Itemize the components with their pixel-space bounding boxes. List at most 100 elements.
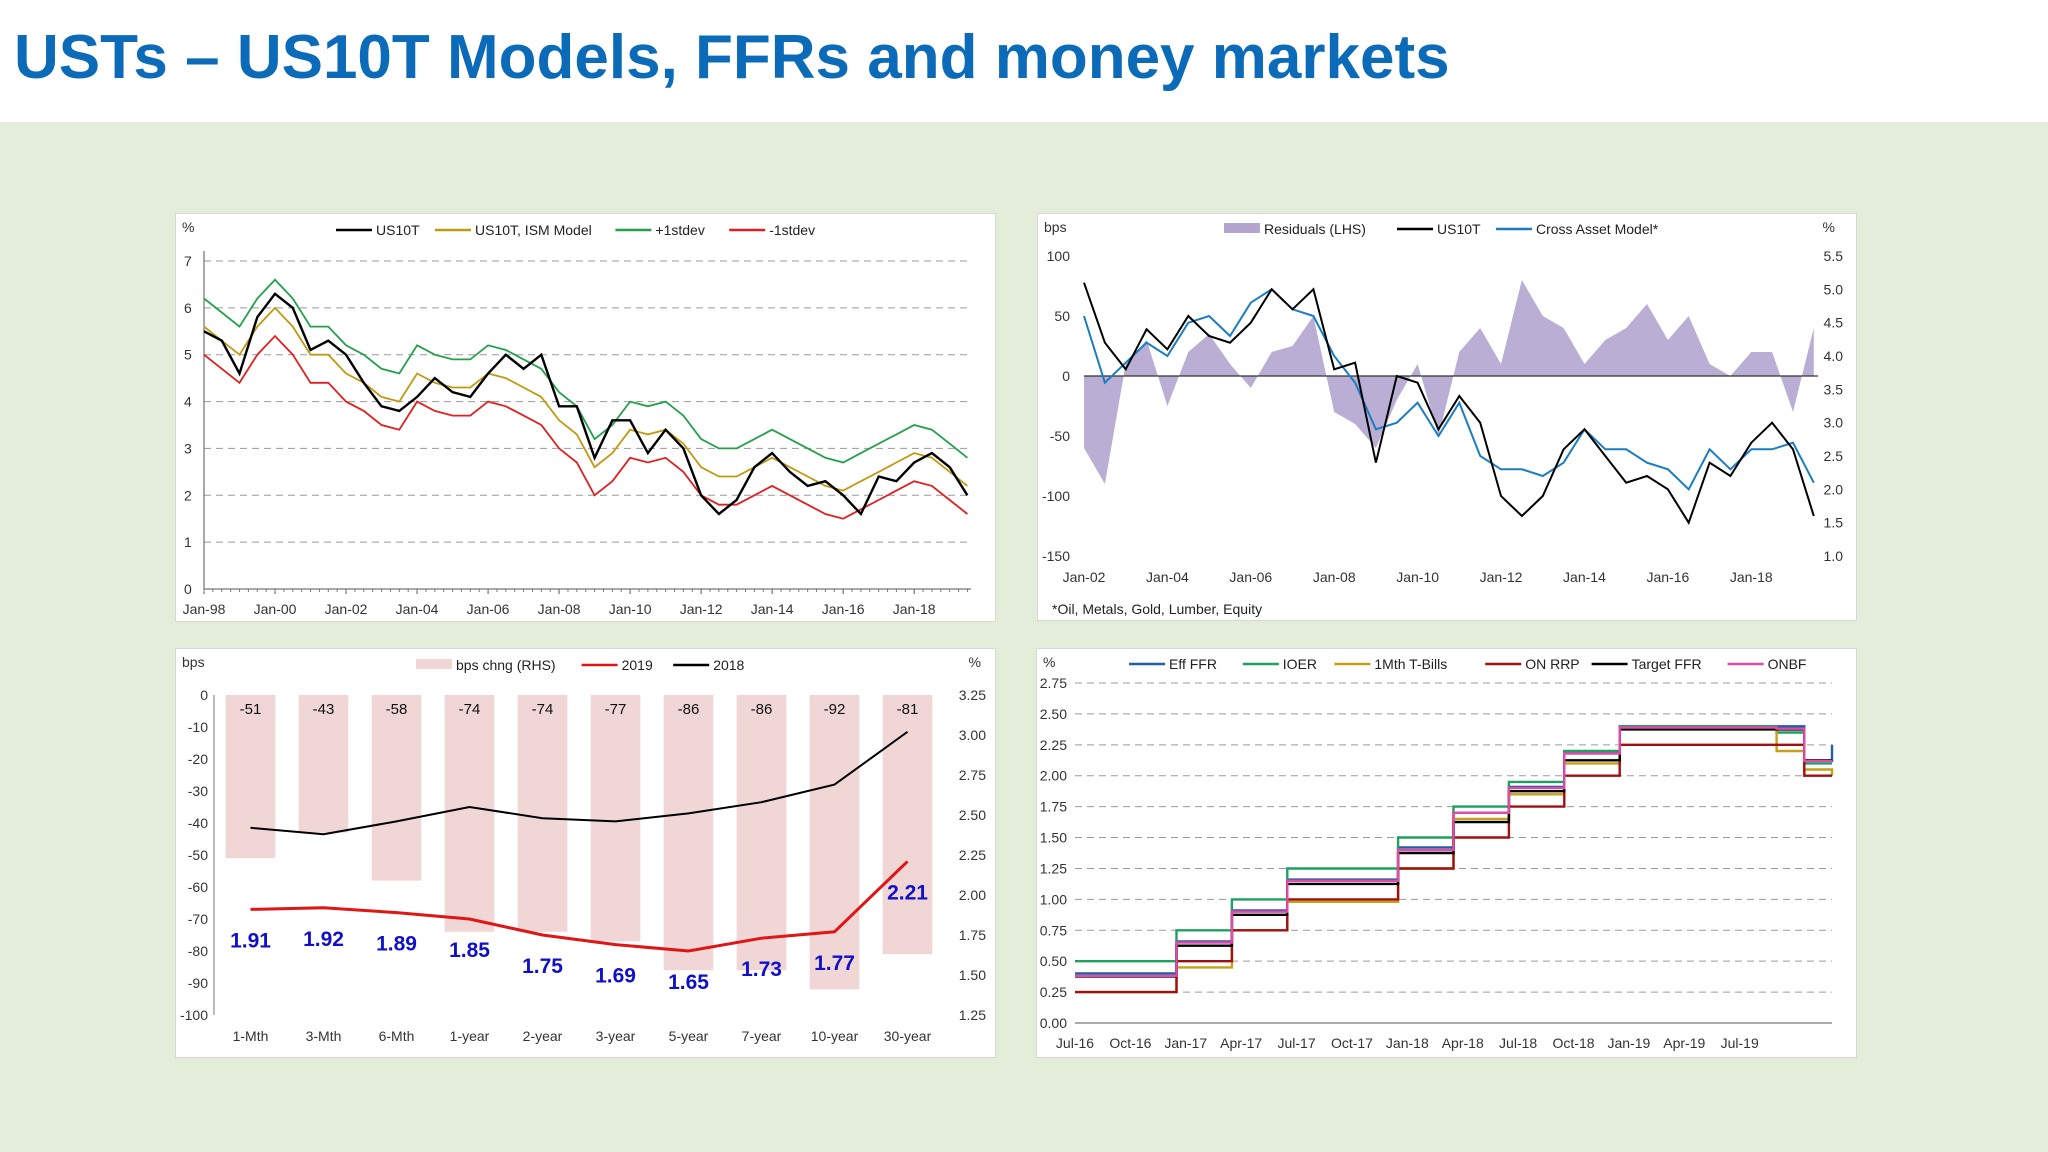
x-tick-label: Jul-18 bbox=[1499, 1035, 1537, 1051]
bar-value-label: -86 bbox=[751, 701, 773, 718]
chart-money-markets: % 0.00 0.25 0.50 0.75 1.00 1.25 1.50 1.75 2.00 2.2… bbox=[1040, 654, 1834, 1051]
bar-2-year bbox=[517, 695, 568, 932]
chart-yield-curve-change: bps %-100-90-80-70-60-50-40-30-20-1001.25… bbox=[180, 654, 986, 1044]
y-right-unit: % bbox=[969, 654, 981, 670]
x-tick-label: Jan-18 bbox=[1386, 1035, 1429, 1051]
legend-label-3: -1stdev bbox=[769, 222, 815, 238]
x-category-label: 2-year bbox=[523, 1028, 563, 1044]
legend-label-3: ON RRP bbox=[1525, 656, 1579, 672]
x-tick-label: Jan-12 bbox=[1480, 569, 1523, 585]
page-title: USTs – US10T Models, FFRs and money mark… bbox=[14, 23, 1450, 92]
legend-label-2: 2018 bbox=[713, 657, 744, 673]
legend-label-1: US10T, ISM Model bbox=[475, 222, 592, 238]
x-tick-label: Jan-04 bbox=[1146, 569, 1189, 585]
y-right-tick-label: 3.25 bbox=[959, 687, 986, 703]
legend-swatch-0 bbox=[1224, 223, 1260, 233]
series-line-target-ffr bbox=[1075, 728, 1832, 978]
legend-label-2: 1Mth T-Bills bbox=[1374, 656, 1447, 672]
y-tick-label: 1.75 bbox=[1040, 799, 1067, 815]
x-tick-label: Jan-12 bbox=[680, 601, 723, 617]
legend-swatch-0 bbox=[416, 659, 452, 669]
y-right-tick-label: 2.25 bbox=[959, 847, 986, 863]
x-tick-label: Jan-08 bbox=[1313, 569, 1356, 585]
chart-panel-yield-curve: bps% -100 -90 -80 -70 -60 -50 -40 -30 -20 -10 0 1.25… bbox=[175, 648, 996, 1058]
y-right-tick-label: 2.5 bbox=[1824, 448, 1844, 464]
chart-panel-money-markets: % 0.00 0.25 0.50 0.75 1.00 1.25 1.50 1.75 2.00 2.2… bbox=[1036, 648, 1857, 1058]
x-tick-label: Jul-16 bbox=[1056, 1035, 1094, 1051]
y-tick-label: 1.25 bbox=[1040, 860, 1067, 876]
legend-label-0: bps chng (RHS) bbox=[456, 657, 556, 673]
y-right-tick-label: 2.50 bbox=[959, 807, 986, 823]
y-tick-label: 2.25 bbox=[1040, 737, 1067, 753]
y-tick-label: 1 bbox=[184, 534, 192, 550]
series-line-cross-asset-model- bbox=[1083, 288, 1815, 491]
chart-us10t-ism: % 0 1 2 3 4 5 6 7 Jan-98 Jan-00 Jan-02 Jan-04 Jan-06 J… bbox=[182, 219, 971, 617]
bar-3-mth bbox=[298, 695, 349, 833]
y-left-tick-label: -100 bbox=[1042, 488, 1070, 504]
x-tick-label: Jan-14 bbox=[1563, 569, 1606, 585]
bar-3-year bbox=[590, 695, 641, 942]
series-line-2019 bbox=[250, 860, 909, 953]
value-label-2019: 1.65 bbox=[668, 971, 709, 994]
y-tick-label: 3 bbox=[184, 440, 192, 456]
value-label-2019: 1.89 bbox=[376, 933, 417, 956]
bar-30-year bbox=[882, 695, 933, 955]
y-left-tick-label: -90 bbox=[188, 975, 208, 991]
y-tick-label: 4 bbox=[184, 394, 192, 410]
value-label-2019: 1.73 bbox=[741, 958, 782, 981]
y-right-tick-label: 5.5 bbox=[1824, 248, 1844, 264]
y-left-tick-label: -50 bbox=[188, 847, 208, 863]
y-left-tick-label: -100 bbox=[180, 1007, 208, 1023]
y-tick-label: 0.75 bbox=[1040, 922, 1067, 938]
value-label-2019: 1.92 bbox=[303, 928, 344, 951]
x-tick-label: Jan-18 bbox=[1730, 569, 1773, 585]
series-line-2018 bbox=[250, 730, 909, 836]
x-category-label: 1-Mth bbox=[233, 1028, 269, 1044]
bar-value-label: -74 bbox=[459, 701, 481, 718]
legend-label-2: +1stdev bbox=[655, 222, 704, 238]
y-left-tick-label: -10 bbox=[188, 719, 208, 735]
y-tick-label: 0.25 bbox=[1040, 984, 1067, 1000]
legend-label-5: ONBF bbox=[1768, 656, 1807, 672]
y-right-tick-label: 3.0 bbox=[1824, 415, 1844, 431]
x-category-label: 7-year bbox=[742, 1028, 782, 1044]
value-label-2019: 1.91 bbox=[230, 929, 271, 952]
y-right-tick-label: 5.0 bbox=[1824, 281, 1844, 297]
y-left-tick-label: 0 bbox=[200, 687, 208, 703]
x-tick-label: Jan-10 bbox=[1396, 569, 1439, 585]
bar-value-label: -77 bbox=[605, 701, 627, 718]
series-line-us10t bbox=[203, 292, 969, 517]
x-tick-label: Jan-10 bbox=[609, 601, 652, 617]
y-left-tick-label: -20 bbox=[188, 751, 208, 767]
legend-label-1: 2019 bbox=[622, 657, 653, 673]
y-left-tick-label: -30 bbox=[188, 783, 208, 799]
x-tick-label: Jul-17 bbox=[1277, 1035, 1315, 1051]
bar-10-year bbox=[809, 695, 860, 990]
y-left-unit: bps bbox=[1044, 219, 1067, 235]
y-right-tick-label: 1.5 bbox=[1824, 515, 1844, 531]
x-category-label: 1-year bbox=[450, 1028, 490, 1044]
series-line--1stdev bbox=[203, 334, 968, 520]
y-right-tick-label: 4.5 bbox=[1824, 315, 1844, 331]
x-tick-label: Jan-04 bbox=[396, 601, 439, 617]
x-tick-label: Jan-98 bbox=[183, 601, 226, 617]
y-left-unit: bps bbox=[182, 654, 205, 670]
x-tick-label: Jan-16 bbox=[822, 601, 865, 617]
y-left-tick-label: 100 bbox=[1047, 248, 1071, 264]
bar-6-mth bbox=[371, 695, 422, 881]
x-tick-label: Jan-06 bbox=[467, 601, 510, 617]
y-tick-label: 5 bbox=[184, 347, 192, 363]
legend-label-0: US10T bbox=[376, 222, 420, 238]
x-tick-label: Oct-16 bbox=[1109, 1035, 1151, 1051]
y-left-tick-label: -60 bbox=[188, 879, 208, 895]
x-tick-label: Oct-17 bbox=[1331, 1035, 1373, 1051]
bar-value-label: -58 bbox=[386, 701, 408, 718]
x-tick-label: Jan-16 bbox=[1646, 569, 1689, 585]
y-right-tick-label: 2.75 bbox=[959, 767, 986, 783]
x-category-label: 30-year bbox=[884, 1028, 932, 1044]
y-tick-label: 7 bbox=[184, 253, 192, 269]
legend-label-1: US10T bbox=[1437, 221, 1481, 237]
x-tick-label: Apr-19 bbox=[1663, 1035, 1705, 1051]
y-tick-label: 2 bbox=[184, 487, 192, 503]
x-tick-label: Jan-02 bbox=[325, 601, 368, 617]
